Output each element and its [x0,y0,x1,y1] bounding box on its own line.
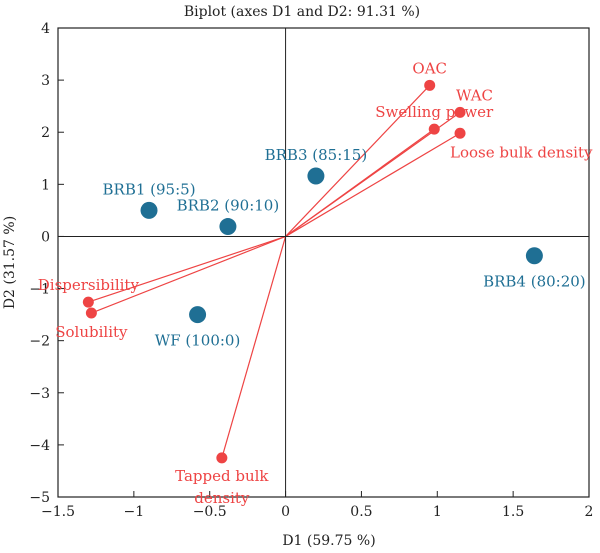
variable-vector [285,84,431,237]
variable-point [454,106,466,118]
plot-frame [57,27,590,498]
variable-point [454,127,466,139]
variable-vectors [88,84,461,459]
variable-label: Swelling power [375,103,494,121]
data-marks [82,79,543,464]
x-tick-label: 0 [281,504,290,520]
observation-label: BRB3 (85:15) [265,146,368,164]
variable-vector [91,235,286,314]
x-tick-label: 2 [585,504,594,520]
y-tick-label: 0 [41,229,50,245]
variable-label: Solubility [55,323,128,341]
y-tick-label: 1 [41,177,50,193]
variable-label: Dispersibility [38,276,140,294]
variable-point [216,452,228,464]
variable-point [85,307,97,319]
observation-point [189,306,207,324]
x-tick-label: 1 [433,504,442,520]
observation-label: WF (100:0) [155,332,241,350]
variable-point [424,79,436,91]
variable-point [428,123,440,135]
observation-point [219,218,237,236]
observation-label: BRB2 (90:10) [177,197,280,215]
observation-point [525,247,543,265]
y-tick-label: 4 [41,21,50,37]
x-tick-label: −0.5 [193,504,227,520]
variable-vector [88,235,286,303]
variable-label: WAC [456,86,493,104]
y-tick-label: 3 [41,73,50,89]
y-tick-label: −1 [29,282,50,298]
y-axis-title: D2 (31.57 %) [2,216,18,309]
variable-label: OAC [412,59,447,77]
x-tick-label: −1 [124,504,145,520]
variable-vector [285,128,435,237]
variable-label: Tapped bulk [175,467,269,485]
observation-label: BRB1 (95:5) [103,180,196,198]
x-axis-title: D1 (59.75 %) [282,533,375,549]
x-tick-label: 1.5 [502,504,524,520]
variable-point [82,296,94,308]
y-tick-label: −5 [29,490,50,506]
observation-point [307,167,325,185]
variable-label: density [194,489,250,507]
x-tick-label: −1.5 [41,504,75,520]
plot-axes: −1.5 −1 −0.5 0 0.5 1 1.5 2 −5 −4 −3 −2 −1 0 1 2 3 4 [29,21,593,520]
chart-title: Biplot (axes D1 and D2: 91.31 %) [184,4,420,20]
variable-vector [285,132,461,237]
x-tick-label: 0.5 [350,504,372,520]
observation-label: BRB4 (80:20) [483,273,586,291]
variable-vector [221,236,287,459]
variable-label: Loose bulk density [450,143,593,161]
y-tick-label: −3 [29,386,50,402]
y-tick-label: 2 [41,125,50,141]
y-tick-label: −4 [29,438,50,454]
observation-point [140,201,158,219]
y-tick-label: −2 [29,334,50,350]
